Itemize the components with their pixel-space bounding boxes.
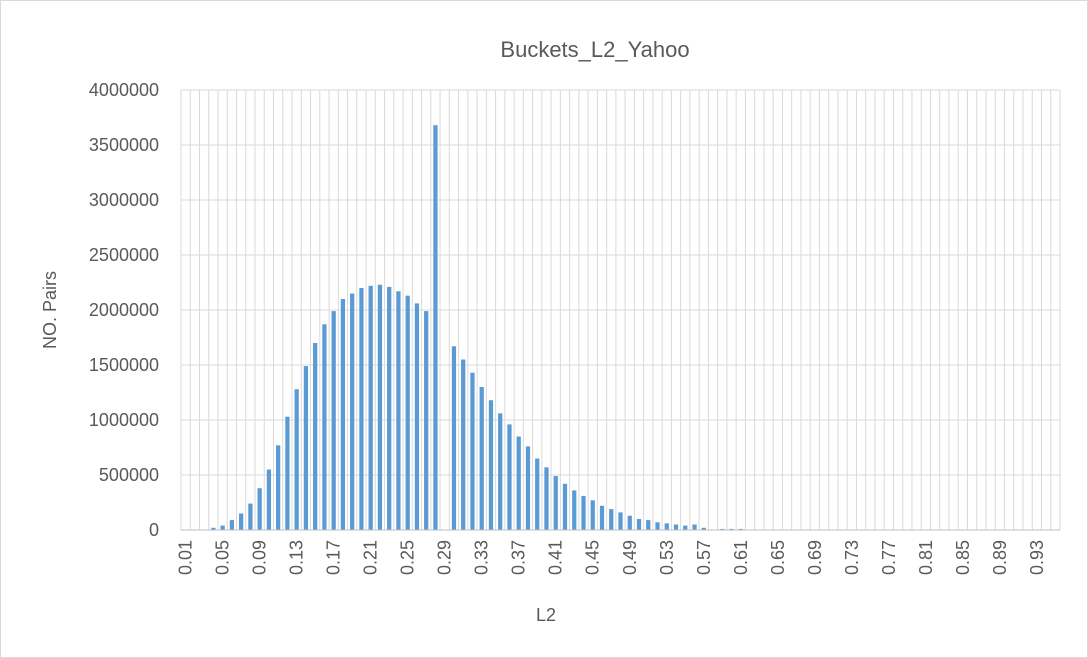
bar xyxy=(248,503,253,530)
bar xyxy=(479,387,484,530)
bar xyxy=(618,512,623,530)
x-tick-label: 0.33 xyxy=(472,540,492,575)
bar xyxy=(701,527,706,530)
bar xyxy=(285,416,290,530)
bar xyxy=(396,291,401,530)
y-tick-label: 3000000 xyxy=(89,190,159,210)
x-tick-label: 0.13 xyxy=(287,540,307,575)
bar xyxy=(313,343,318,530)
bar xyxy=(572,490,577,530)
bar xyxy=(414,303,420,530)
x-tick-label: 0.21 xyxy=(361,540,381,575)
x-tick-label: 0.81 xyxy=(916,540,936,575)
bar xyxy=(516,436,521,530)
x-tick-label: 0.09 xyxy=(250,540,270,575)
bar xyxy=(646,520,651,530)
x-tick-label: 0.61 xyxy=(731,540,751,575)
x-tick-label: 0.37 xyxy=(509,540,529,575)
bar xyxy=(331,311,336,530)
bar xyxy=(377,284,383,530)
x-tick-label: 0.49 xyxy=(620,540,640,575)
bar xyxy=(229,520,235,530)
x-tick-label: 0.29 xyxy=(435,540,455,575)
bar xyxy=(553,476,558,530)
x-tick-label: 0.57 xyxy=(694,540,714,575)
x-tick-label: 0.05 xyxy=(213,540,233,575)
bar xyxy=(525,446,531,530)
bar xyxy=(507,424,512,530)
x-tick-label: 0.41 xyxy=(546,540,566,575)
y-tick-labels: 0 500000 1000000 1500000 2000000 2500000 30000… xyxy=(89,80,159,540)
bar xyxy=(738,528,743,530)
y-tick-label: 1500000 xyxy=(89,355,159,375)
grid-lines xyxy=(180,89,1061,530)
y-tick-label: 4000000 xyxy=(89,80,159,100)
bar xyxy=(535,458,540,530)
bar xyxy=(627,515,632,530)
y-tick-label: 2000000 xyxy=(89,300,159,320)
bar xyxy=(590,500,595,530)
bar xyxy=(461,359,466,530)
bar xyxy=(405,295,410,530)
x-tick-label: 0.89 xyxy=(990,540,1010,575)
bar xyxy=(562,483,568,530)
x-tick-label: 0.01 xyxy=(176,540,196,575)
bar xyxy=(387,286,392,530)
bar xyxy=(470,372,475,530)
x-tick-label: 0.65 xyxy=(768,540,788,575)
bar xyxy=(655,522,660,530)
bar xyxy=(266,469,272,530)
x-tick-label: 0.85 xyxy=(953,540,973,575)
bar xyxy=(692,524,697,530)
bar xyxy=(581,495,586,530)
bar xyxy=(664,523,669,530)
x-tick-label: 0.25 xyxy=(398,540,418,575)
bar xyxy=(683,525,688,530)
chart-title: Buckets_L2_Yahoo xyxy=(500,37,689,62)
y-tick-label: 2500000 xyxy=(89,245,159,265)
bar xyxy=(720,528,725,530)
bar xyxy=(599,505,605,530)
bar xyxy=(451,346,457,530)
bar xyxy=(322,324,327,530)
bar xyxy=(609,509,614,530)
bar xyxy=(636,519,642,530)
bar xyxy=(498,413,503,530)
bar xyxy=(239,513,244,530)
bar xyxy=(294,389,299,530)
bar xyxy=(340,299,346,530)
x-tick-label: 0.45 xyxy=(583,540,603,575)
bar xyxy=(488,400,494,530)
y-tick-label: 500000 xyxy=(99,465,159,485)
bar xyxy=(220,525,225,530)
bar xyxy=(303,366,309,530)
bar xyxy=(673,524,679,530)
x-tick-label: 0.93 xyxy=(1027,540,1047,575)
bar xyxy=(544,467,549,530)
x-tick-label: 0.53 xyxy=(657,540,677,575)
y-tick-label: 0 xyxy=(149,520,159,540)
bar xyxy=(257,488,262,530)
bar xyxy=(211,527,216,530)
bar xyxy=(350,293,355,530)
bar xyxy=(729,528,734,530)
bar-series xyxy=(211,125,743,530)
y-tick-label: 3500000 xyxy=(89,135,159,155)
bar xyxy=(424,311,429,530)
x-tick-label: 0.17 xyxy=(324,540,344,575)
y-tick-label: 1000000 xyxy=(89,410,159,430)
bar xyxy=(359,288,364,530)
x-axis-title: L2 xyxy=(536,605,556,625)
x-tick-label: 0.73 xyxy=(842,540,862,575)
x-tick-labels: 0.01 0.05 0.09 0.13 0.17 0.21 0.25 0.29 0.33 0.37… xyxy=(176,540,1047,575)
bar xyxy=(433,125,438,530)
x-tick-label: 0.69 xyxy=(805,540,825,575)
bar xyxy=(368,285,373,530)
bar xyxy=(276,445,281,530)
x-tick-label: 0.77 xyxy=(879,540,899,575)
y-axis-title: NO. Pairs xyxy=(40,271,60,349)
